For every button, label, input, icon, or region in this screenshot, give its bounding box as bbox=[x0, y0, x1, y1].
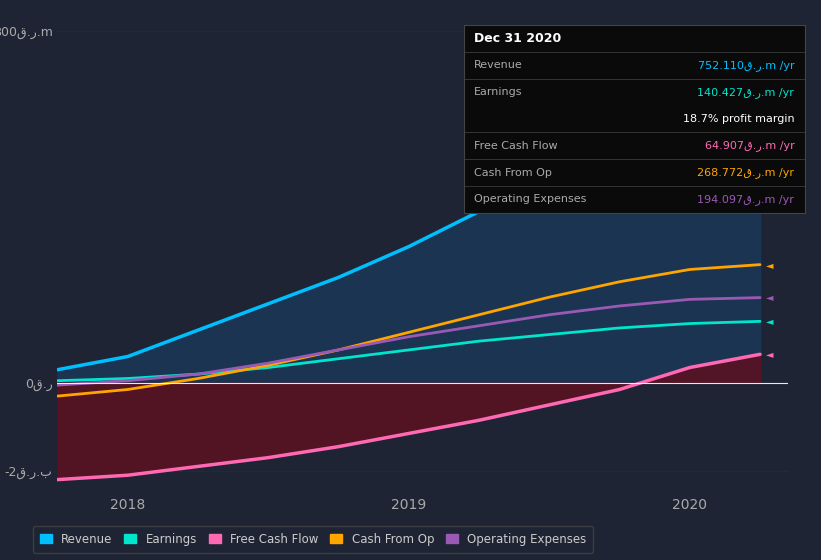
Text: Earnings: Earnings bbox=[474, 87, 523, 97]
Text: 194.097ق.ر.m /yr: 194.097ق.ر.m /yr bbox=[698, 194, 795, 205]
Text: 752.110ق.ر.m /yr: 752.110ق.ر.m /yr bbox=[698, 60, 795, 71]
Text: Revenue: Revenue bbox=[474, 60, 523, 71]
Text: 140.427ق.ر.m /yr: 140.427ق.ر.m /yr bbox=[698, 87, 795, 97]
Text: ◄: ◄ bbox=[766, 293, 773, 302]
Text: ◄: ◄ bbox=[766, 316, 773, 326]
Text: Free Cash Flow: Free Cash Flow bbox=[474, 141, 557, 151]
Text: ◄: ◄ bbox=[766, 47, 773, 57]
Text: Dec 31 2020: Dec 31 2020 bbox=[474, 32, 562, 45]
Text: 268.772ق.ر.m /yr: 268.772ق.ر.m /yr bbox=[697, 167, 795, 178]
Text: 18.7% profit margin: 18.7% profit margin bbox=[683, 114, 795, 124]
Text: Operating Expenses: Operating Expenses bbox=[474, 194, 586, 204]
Text: Cash From Op: Cash From Op bbox=[474, 167, 552, 178]
Text: 64.907ق.ر.m /yr: 64.907ق.ر.m /yr bbox=[704, 141, 795, 151]
Text: ◄: ◄ bbox=[766, 349, 773, 360]
Text: ◄: ◄ bbox=[766, 260, 773, 269]
Legend: Revenue, Earnings, Free Cash Flow, Cash From Op, Operating Expenses: Revenue, Earnings, Free Cash Flow, Cash … bbox=[33, 526, 594, 553]
